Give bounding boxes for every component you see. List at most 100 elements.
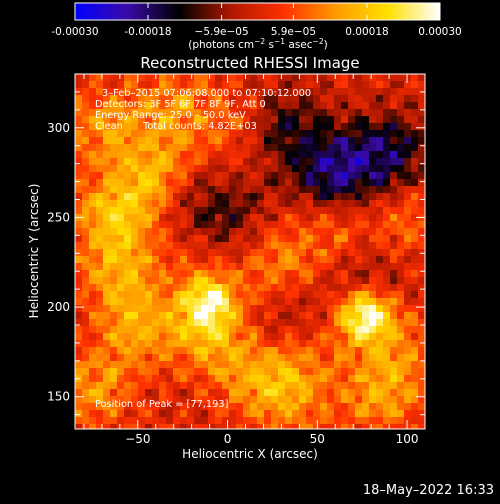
- heatmap-cell: [138, 354, 146, 362]
- heatmap-cell: [376, 88, 384, 96]
- heatmap-cell: [236, 221, 244, 229]
- heatmap-cell: [278, 186, 286, 194]
- heatmap-cell: [404, 389, 412, 397]
- heatmap-cell: [327, 95, 335, 103]
- heatmap-cell: [411, 354, 419, 362]
- heatmap-cell: [117, 396, 125, 404]
- heatmap-cell: [411, 81, 419, 89]
- heatmap-cell: [334, 123, 342, 131]
- heatmap-cell: [376, 263, 384, 271]
- heatmap-cell: [103, 158, 111, 166]
- heatmap-cell: [215, 291, 223, 299]
- heatmap-cell: [166, 410, 174, 418]
- heatmap-cell: [103, 186, 111, 194]
- heatmap-cell: [383, 81, 391, 89]
- heatmap-cell: [292, 389, 300, 397]
- heatmap-cell: [173, 263, 181, 271]
- heatmap-cell: [117, 95, 125, 103]
- heatmap-cell: [390, 305, 398, 313]
- heatmap-cell: [187, 144, 195, 152]
- heatmap-cell: [229, 410, 237, 418]
- heatmap-cell: [313, 361, 321, 369]
- heatmap-cell: [152, 291, 160, 299]
- heatmap-cell: [236, 417, 244, 425]
- heatmap-cell: [257, 410, 265, 418]
- heatmap-cell: [243, 221, 251, 229]
- heatmap-cell: [306, 270, 314, 278]
- heatmap-cell: [103, 354, 111, 362]
- heatmap-cell: [236, 354, 244, 362]
- heatmap-cell: [348, 326, 356, 334]
- heatmap-cell: [117, 116, 125, 124]
- heatmap-cell: [215, 95, 223, 103]
- heatmap-cell: [180, 81, 188, 89]
- heatmap-cell: [96, 270, 104, 278]
- heatmap-cell: [355, 235, 363, 243]
- heatmap-cell: [376, 214, 384, 222]
- heatmap-cell: [229, 74, 237, 82]
- heatmap-cell: [299, 382, 307, 390]
- heatmap-cell: [222, 116, 230, 124]
- heatmap-cell: [299, 95, 307, 103]
- heatmap-cell: [418, 179, 426, 187]
- heatmap-cell: [362, 291, 370, 299]
- heatmap-cell: [145, 102, 153, 110]
- heatmap-cell: [348, 263, 356, 271]
- heatmap-cell: [229, 228, 237, 236]
- heatmap-cell: [75, 137, 83, 145]
- heatmap-cell: [131, 193, 139, 201]
- heatmap-cell: [411, 221, 419, 229]
- heatmap-cell: [103, 403, 111, 411]
- x-tick-label: 100: [396, 432, 419, 446]
- heatmap-cell: [180, 389, 188, 397]
- heatmap-cell: [369, 410, 377, 418]
- heatmap-cell: [299, 158, 307, 166]
- heatmap-cell: [383, 109, 391, 117]
- heatmap-cell: [250, 193, 258, 201]
- heatmap-cell: [383, 417, 391, 425]
- heatmap-cell: [257, 298, 265, 306]
- heatmap-cell: [152, 123, 160, 131]
- heatmap-cell: [376, 179, 384, 187]
- heatmap-cell: [418, 221, 426, 229]
- heatmap-cell: [243, 109, 251, 117]
- heatmap-cell: [362, 172, 370, 180]
- heatmap-cell: [376, 333, 384, 341]
- heatmap-cell: [89, 186, 97, 194]
- heatmap-cell: [411, 291, 419, 299]
- heatmap-cell: [390, 214, 398, 222]
- heatmap-cell: [369, 326, 377, 334]
- heatmap-cell: [390, 277, 398, 285]
- heatmap-cell: [404, 172, 412, 180]
- heatmap-cell: [376, 144, 384, 152]
- heatmap-cell: [271, 207, 279, 215]
- heatmap-cell: [208, 312, 216, 320]
- heatmap-cell: [159, 193, 167, 201]
- heatmap-cell: [341, 130, 349, 138]
- heatmap-cell: [110, 221, 118, 229]
- heatmap-cell: [138, 179, 146, 187]
- heatmap-cell: [131, 326, 139, 334]
- heatmap-cell: [313, 172, 321, 180]
- heatmap-cell: [152, 144, 160, 152]
- heatmap-cell: [117, 389, 125, 397]
- heatmap-cell: [117, 81, 125, 89]
- heatmap-cell: [327, 242, 335, 250]
- heatmap-cell: [271, 298, 279, 306]
- heatmap-cell: [117, 214, 125, 222]
- heatmap-cell: [89, 305, 97, 313]
- heatmap-cell: [348, 193, 356, 201]
- heatmap-cell: [243, 424, 251, 430]
- heatmap-cell: [320, 214, 328, 222]
- heatmap-cell: [264, 396, 272, 404]
- heatmap-cell: [180, 333, 188, 341]
- heatmap-cell: [250, 305, 258, 313]
- heatmap-cell: [194, 277, 202, 285]
- heatmap-cell: [383, 382, 391, 390]
- heatmap-cell: [397, 291, 405, 299]
- heatmap-cell: [334, 214, 342, 222]
- heatmap-cell: [299, 130, 307, 138]
- heatmap-cell: [292, 298, 300, 306]
- heatmap-cell: [201, 109, 209, 117]
- heatmap-cell: [180, 417, 188, 425]
